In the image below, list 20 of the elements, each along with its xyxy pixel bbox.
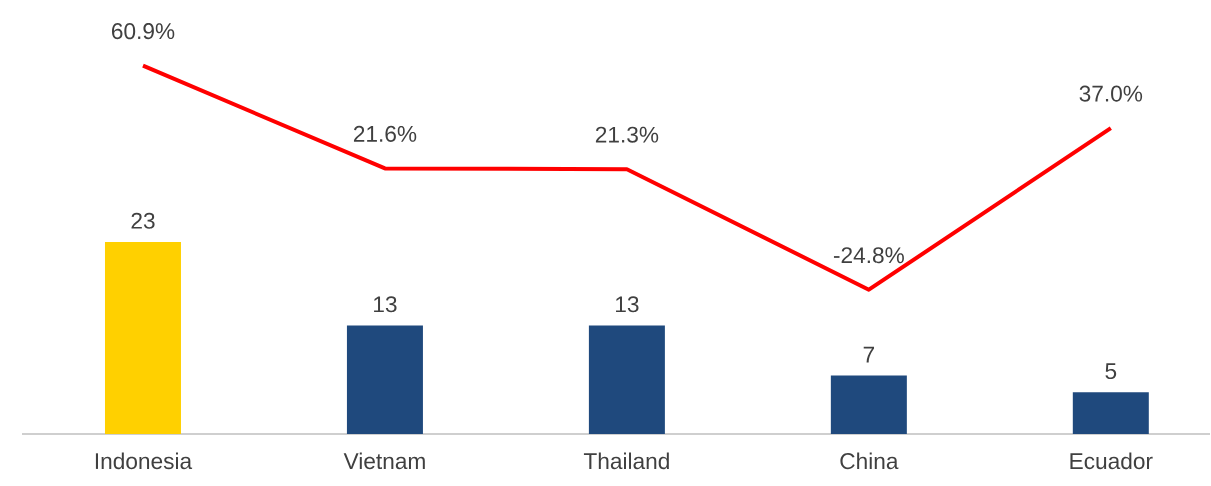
data-label: 21.6% — [353, 125, 417, 142]
data-label: 23 — [131, 212, 155, 229]
data-label: 5 — [1105, 363, 1117, 380]
bar — [588, 325, 665, 434]
bar — [1072, 392, 1149, 434]
data-label: 13 — [616, 296, 639, 313]
data-label: 37.0% — [1079, 85, 1143, 102]
data-label: 7 — [863, 346, 875, 363]
bar — [830, 375, 907, 434]
x-tick-label: Indonesia — [95, 452, 193, 470]
x-tick-label: Vietnam — [343, 452, 425, 470]
x-tick-label: China — [840, 452, 899, 470]
data-label: 21.3% — [595, 126, 659, 143]
x-tick-label: Ecuador — [1070, 452, 1153, 470]
data-label: 13 — [374, 296, 397, 313]
data-label: -24.8% — [833, 247, 904, 264]
data-label: 60.9% — [112, 23, 175, 40]
bar — [346, 325, 423, 434]
bar — [104, 241, 181, 434]
x-tick-label: Thailand — [583, 452, 669, 470]
